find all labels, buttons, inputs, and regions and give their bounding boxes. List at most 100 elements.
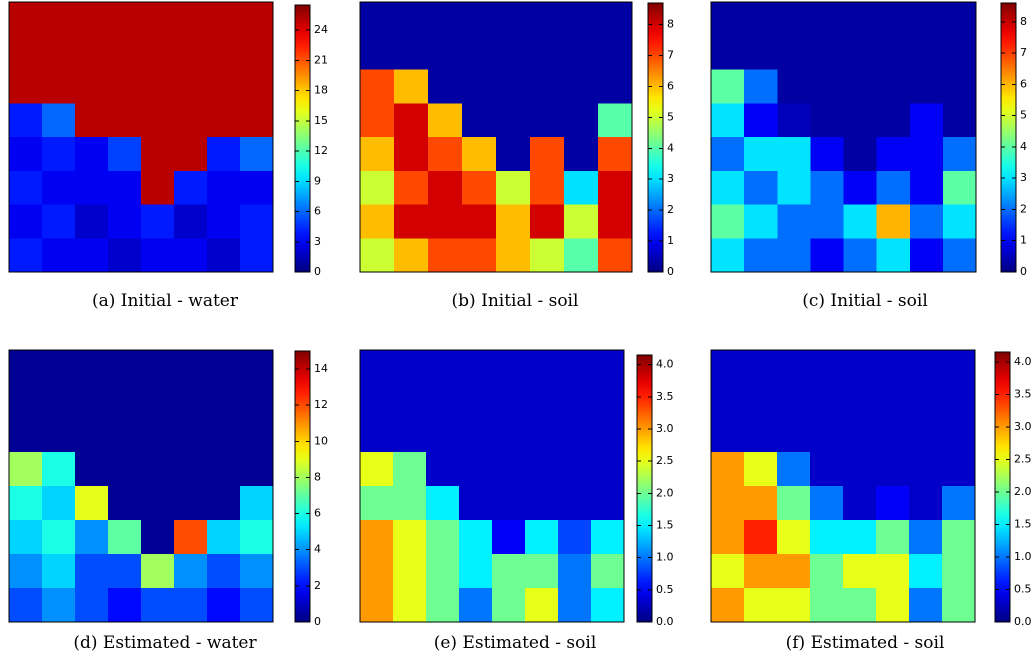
heatmap-cell bbox=[564, 238, 599, 273]
heatmap-cell bbox=[462, 103, 497, 138]
heatmap-cell bbox=[360, 170, 395, 205]
heatmap-cell bbox=[428, 137, 463, 172]
heatmap-cell bbox=[591, 418, 625, 453]
heatmap-cell bbox=[909, 137, 944, 172]
colorbar-tick-label: 1.0 bbox=[1014, 550, 1032, 563]
colorbar-tick-label: 0 bbox=[314, 615, 321, 628]
heatmap-cell bbox=[777, 238, 811, 273]
heatmap-cell bbox=[810, 452, 844, 487]
heatmap-cell bbox=[141, 238, 175, 273]
heatmap-cell bbox=[75, 103, 109, 138]
heatmap-cell bbox=[207, 204, 241, 239]
colorbar-tick-label: 1.5 bbox=[656, 518, 674, 531]
heatmap-cell bbox=[909, 588, 943, 623]
heatmap-cell bbox=[496, 103, 531, 138]
heatmap-cell bbox=[876, 238, 911, 273]
heatmap-cell bbox=[9, 170, 43, 205]
heatmap-cell bbox=[426, 384, 460, 419]
heatmap-cell bbox=[462, 69, 497, 104]
heatmap-cell bbox=[564, 69, 599, 104]
heatmap-cell bbox=[240, 137, 274, 172]
heatmap-cell bbox=[909, 35, 944, 70]
heatmap-cell bbox=[462, 137, 497, 172]
heatmap-cell bbox=[207, 520, 241, 555]
heatmap-cell bbox=[360, 204, 395, 239]
heatmap-cell bbox=[530, 170, 565, 205]
heatmap-cell bbox=[428, 69, 463, 104]
colorbar-tick-label: 4 bbox=[314, 543, 321, 556]
colorbar-tick-label: 21 bbox=[314, 53, 328, 66]
heatmap-cell bbox=[360, 69, 395, 104]
heatmap-cell bbox=[42, 486, 76, 521]
heatmap-cell bbox=[394, 2, 429, 37]
heatmap-cell bbox=[394, 103, 429, 138]
heatmap-cell bbox=[777, 520, 811, 555]
heatmap-cell bbox=[810, 69, 844, 104]
heatmap-cell bbox=[462, 204, 497, 239]
heatmap-cell bbox=[360, 137, 395, 172]
heatmap-cell bbox=[108, 204, 142, 239]
heatmap-cell bbox=[9, 418, 43, 453]
heatmap-cell bbox=[744, 384, 778, 419]
colorbar bbox=[994, 351, 1011, 623]
heatmap-cell bbox=[240, 384, 274, 419]
heatmap-cell bbox=[810, 170, 844, 205]
heatmap-cell bbox=[141, 520, 175, 555]
colorbar-tick-label: 2 bbox=[1020, 202, 1027, 215]
heatmap-cell bbox=[564, 170, 599, 205]
heatmap-cell bbox=[843, 384, 877, 419]
heatmap-cell bbox=[207, 103, 241, 138]
heatmap-cell bbox=[777, 137, 811, 172]
heatmap-cell bbox=[428, 35, 463, 70]
heatmap-cell bbox=[459, 384, 493, 419]
heatmap-cell bbox=[591, 588, 625, 623]
heatmap-cell bbox=[876, 554, 910, 589]
heatmap-cell bbox=[174, 554, 208, 589]
heatmap-cell bbox=[843, 418, 877, 453]
heatmap-cell bbox=[108, 69, 142, 104]
heatmap-cell bbox=[462, 238, 497, 273]
heatmap-cell bbox=[9, 137, 43, 172]
colorbar bbox=[636, 354, 653, 623]
colorbar-tick-label: 6 bbox=[314, 507, 321, 520]
heatmap-cell bbox=[240, 588, 274, 623]
colorbar-tick-label: 1.0 bbox=[656, 551, 674, 564]
heatmap-cell bbox=[777, 554, 811, 589]
heatmap-cell bbox=[360, 238, 395, 273]
heatmap-cell bbox=[75, 554, 109, 589]
heatmap-cell bbox=[525, 384, 559, 419]
heatmap-cell bbox=[9, 520, 43, 555]
heatmap-cell bbox=[909, 520, 943, 555]
heatmap-cell bbox=[394, 170, 429, 205]
heatmap-cell bbox=[174, 486, 208, 521]
colorbar bbox=[647, 2, 664, 273]
heatmap-cell bbox=[108, 384, 142, 419]
heatmap-cell bbox=[711, 588, 745, 623]
heatmap-cell bbox=[810, 384, 844, 419]
heatmap-cell bbox=[496, 204, 531, 239]
heatmap-cell bbox=[108, 486, 142, 521]
heatmap-cell bbox=[9, 69, 43, 104]
heatmap-cell bbox=[42, 170, 76, 205]
heatmap-cell bbox=[240, 103, 274, 138]
heatmap-cell bbox=[558, 588, 592, 623]
heatmap-cell bbox=[108, 137, 142, 172]
heatmap-cell bbox=[174, 350, 208, 385]
heatmap-cell bbox=[525, 588, 559, 623]
heatmap-cell bbox=[207, 452, 241, 487]
heatmap-cell bbox=[108, 2, 142, 37]
heatmap-cell bbox=[207, 588, 241, 623]
heatmap-cell bbox=[598, 204, 633, 239]
colorbar-tick-label: 3 bbox=[314, 235, 321, 248]
colorbar-tick-label: 5 bbox=[667, 110, 674, 123]
heatmap-cell bbox=[777, 2, 811, 37]
colorbar-tick-label: 2.5 bbox=[1014, 452, 1032, 465]
heatmap-cell bbox=[744, 103, 778, 138]
heatmap-cell bbox=[711, 520, 745, 555]
heatmap-cell bbox=[240, 69, 274, 104]
heatmap-cell bbox=[909, 170, 944, 205]
heatmap-cell bbox=[711, 103, 745, 138]
heatmap-cell bbox=[558, 486, 592, 521]
heatmap-cell bbox=[459, 486, 493, 521]
